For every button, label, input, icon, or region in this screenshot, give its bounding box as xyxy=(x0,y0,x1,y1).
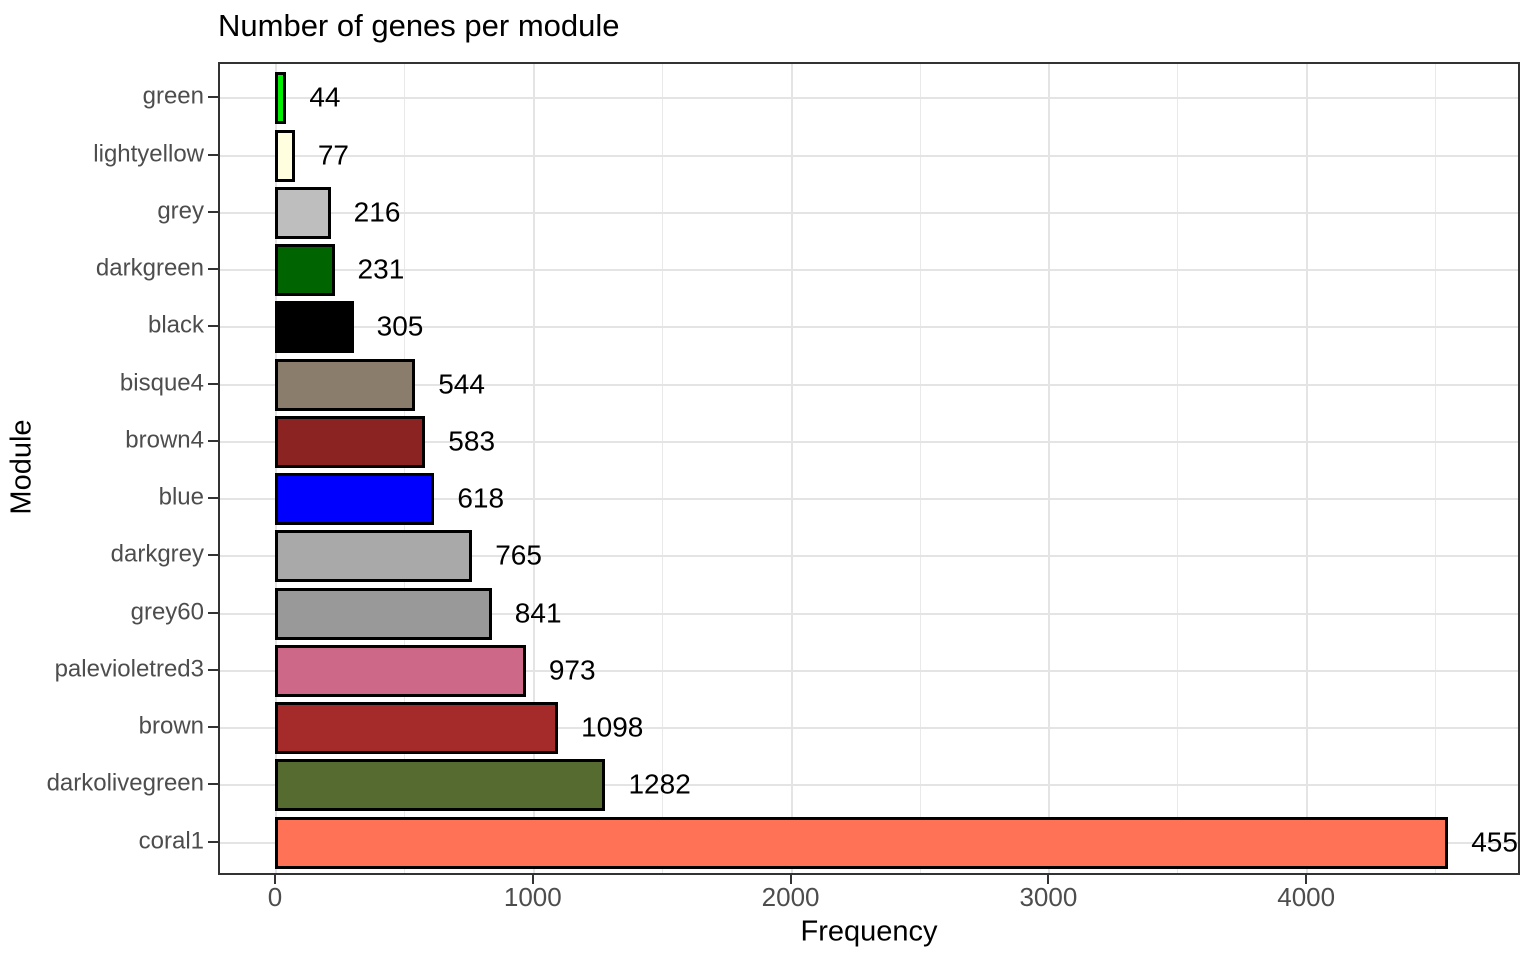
y-tick-blue xyxy=(208,497,218,500)
bar-black xyxy=(275,301,354,354)
bar-blue xyxy=(275,473,435,526)
y-axis-label-palevioletred3: palevioletred3 xyxy=(54,655,204,683)
y-tick-lightyellow xyxy=(208,153,218,156)
value-label-palevioletred3: 973 xyxy=(548,654,596,686)
plot-panel: 44 77 216 231 305 544 583 618 765 841 973 1098 1282 4… xyxy=(218,62,1520,875)
value-label-bisque4: 544 xyxy=(438,368,485,400)
value-label-darkgrey: 765 xyxy=(495,539,542,571)
gridline-major-2000 xyxy=(790,64,793,873)
value-label-green: 44 xyxy=(309,81,341,113)
gridline-row-green xyxy=(220,97,1518,100)
y-tick-grey60 xyxy=(208,611,218,614)
gridline-row-lightyellow xyxy=(220,154,1518,157)
value-label-blue: 618 xyxy=(457,482,505,514)
gridline-major-0 xyxy=(275,64,277,873)
gridline-row-darkgrey xyxy=(220,555,1518,558)
x-tick-label-4000: 4000 xyxy=(1277,882,1336,912)
value-label-coral1: 455 xyxy=(1471,826,1518,858)
y-axis-label-green: green xyxy=(142,82,204,110)
value-label-brown: 1098 xyxy=(581,711,644,743)
gridline-major-3000 xyxy=(1048,64,1051,873)
y-axis-label-brown: brown xyxy=(138,712,204,740)
y-tick-brown xyxy=(208,726,218,729)
y-axis-label-darkgreen: darkgreen xyxy=(95,254,204,282)
gridline-minor-1500 xyxy=(661,64,663,873)
x-tick-0 xyxy=(274,875,276,884)
y-axis-label-darkolivegreen: darkolivegreen xyxy=(46,769,204,797)
bar-green xyxy=(275,72,287,125)
gridline-major-4000 xyxy=(1306,64,1309,873)
gridline-row-blue xyxy=(220,498,1518,501)
bar-grey60 xyxy=(275,587,492,640)
gridline-row-bisque4 xyxy=(220,383,1518,386)
x-tick-label-1000: 1000 xyxy=(503,882,562,912)
bar-brown4 xyxy=(275,415,426,468)
y-tick-palevioletred3 xyxy=(208,668,218,671)
value-label-darkgreen: 231 xyxy=(357,253,405,285)
value-label-brown4: 583 xyxy=(448,425,496,457)
y-tick-darkolivegreen xyxy=(208,783,218,786)
gridline-row-brown xyxy=(220,727,1518,730)
bar-lightyellow xyxy=(275,129,295,182)
gridline-minor-4500 xyxy=(1435,64,1437,873)
y-tick-grey xyxy=(208,210,218,213)
y-tick-black xyxy=(208,325,218,328)
gridline-minor-500 xyxy=(403,64,405,873)
y-axis-label-bisque4: bisque4 xyxy=(119,369,204,397)
y-axis-label-blue: blue xyxy=(158,483,204,511)
gridline-row-darkgreen xyxy=(220,269,1518,272)
bar-palevioletred3 xyxy=(275,644,526,697)
x-tick-label-2000: 2000 xyxy=(761,882,820,912)
x-axis-title: Frequency xyxy=(800,915,938,948)
bar-bisque4 xyxy=(275,358,416,411)
gridline-row-grey60 xyxy=(220,612,1518,615)
x-tick-3000 xyxy=(1047,875,1050,884)
gridline-row-black xyxy=(220,326,1518,329)
value-label-grey: 216 xyxy=(353,196,401,228)
gridline-minor-3500 xyxy=(1177,64,1179,873)
y-axis-label-lightyellow: lightyellow xyxy=(93,140,204,168)
bar-coral1 xyxy=(275,816,1449,869)
y-axis-label-darkgrey: darkgrey xyxy=(110,540,204,568)
y-tick-coral1 xyxy=(208,840,218,843)
x-tick-label-3000: 3000 xyxy=(1019,882,1078,912)
y-axis-label-black: black xyxy=(147,311,204,339)
y-tick-green xyxy=(208,96,218,99)
gridline-row-brown4 xyxy=(220,440,1518,443)
chart-title: Number of genes per module xyxy=(218,8,620,43)
bar-darkgreen xyxy=(275,244,335,297)
y-axis-label-grey60: grey60 xyxy=(130,598,204,626)
bar-grey xyxy=(275,186,331,239)
gridline-row-grey xyxy=(220,211,1518,214)
value-label-grey60: 841 xyxy=(514,597,562,629)
y-axis-label-grey: grey xyxy=(157,197,204,225)
x-tick-2000 xyxy=(789,875,792,884)
value-label-lightyellow: 77 xyxy=(317,139,349,171)
gridline-minor-2500 xyxy=(919,64,921,873)
bar-darkgrey xyxy=(275,530,473,583)
value-label-darkolivegreen: 1282 xyxy=(628,768,691,800)
bar-darkolivegreen xyxy=(275,759,606,812)
x-tick-1000 xyxy=(531,875,534,884)
bar-brown xyxy=(275,702,559,755)
y-tick-bisque4 xyxy=(208,382,218,385)
x-tick-label-0: 0 xyxy=(267,882,283,912)
y-axis-label-coral1: coral1 xyxy=(138,827,204,855)
gridline-row-palevioletred3 xyxy=(220,669,1518,672)
y-axis-label-brown4: brown4 xyxy=(125,426,204,454)
gridline-row-darkolivegreen xyxy=(220,784,1518,787)
value-label-black: 305 xyxy=(376,310,424,342)
y-tick-darkgrey xyxy=(208,554,218,557)
x-tick-4000 xyxy=(1305,875,1308,884)
gridline-major-1000 xyxy=(532,64,535,873)
y-tick-darkgreen xyxy=(208,268,218,271)
y-tick-brown4 xyxy=(208,439,218,442)
